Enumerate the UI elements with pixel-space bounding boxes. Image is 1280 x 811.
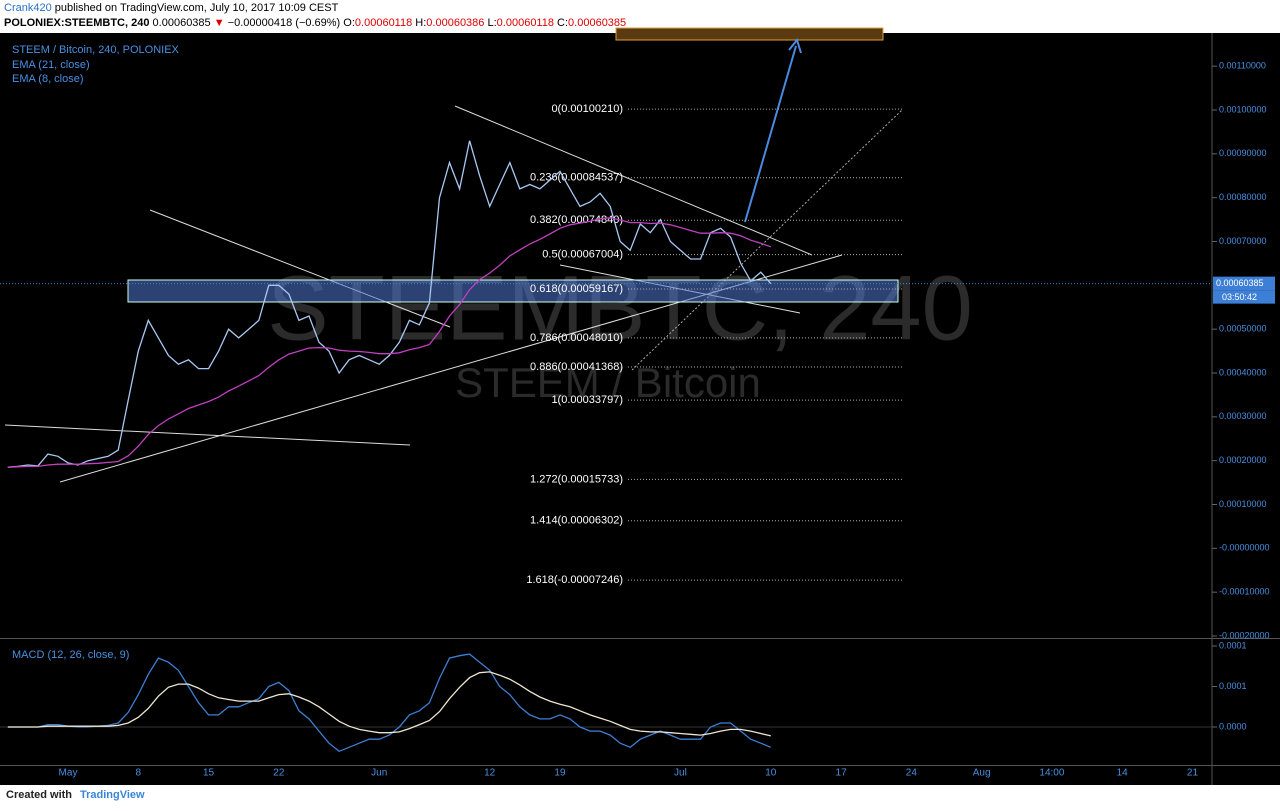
x-tick-label: 21 xyxy=(1187,768,1199,779)
last-price-label: 0.00060385 xyxy=(1216,278,1264,288)
y-tick-label: 0.00040000 xyxy=(1219,367,1267,377)
series-line xyxy=(7,217,772,468)
y-tick-label: 0.00090000 xyxy=(1219,148,1267,158)
target-box xyxy=(615,27,884,41)
x-tick-label: 12 xyxy=(484,768,496,779)
header: Crank420 published on TradingView.com, J… xyxy=(4,1,626,31)
y-tick-label: -0.00000000 xyxy=(1219,543,1270,553)
ohlc-value: 0.00060118 xyxy=(496,17,554,29)
fib-label: 0.886(0.00041368) xyxy=(530,361,623,373)
chart-title: STEEM / Bitcoin, 240, POLONIEX xyxy=(12,44,180,56)
arrow xyxy=(744,45,797,223)
fib-label: 0.786(0.00048010) xyxy=(530,332,623,344)
x-tick-label: 17 xyxy=(836,768,848,779)
ohlc-value: 0.00060118 xyxy=(354,17,413,29)
x-tick-label: 14:00 xyxy=(1039,768,1064,779)
ohlc-label: O: xyxy=(343,17,355,29)
background xyxy=(0,33,1280,785)
fib-label: 1.272(0.00015733) xyxy=(530,473,623,485)
brand[interactable]: TradingView xyxy=(80,789,145,801)
ohlc-value: 0.00060385 xyxy=(568,17,627,29)
x-tick-label: 14 xyxy=(1117,768,1129,779)
x-tick-label: 8 xyxy=(135,768,141,779)
ohlc-value: 0.00060386 xyxy=(426,17,485,29)
trendline xyxy=(4,424,411,446)
fib-label: 0.618(0.00059167) xyxy=(530,283,623,295)
change-arrow: ▼ xyxy=(213,17,225,29)
y-tick-label: 0.0000 xyxy=(1219,721,1247,731)
fib-label: 1.618(-0.00007246) xyxy=(526,574,623,586)
support-zone xyxy=(127,279,899,303)
series-line xyxy=(7,671,771,737)
created-with: Created with xyxy=(6,789,73,801)
fib-label: 0(0.00100210) xyxy=(551,103,623,115)
footer: Created with TradingView xyxy=(6,789,145,801)
y-tick-label: 0.00110000 xyxy=(1219,61,1266,71)
publish-line: Crank420 published on TradingView.com, J… xyxy=(4,1,626,16)
y-tick-label: -0.00020000 xyxy=(1219,630,1270,640)
y-tick-label: 0.0001 xyxy=(1219,681,1247,691)
y-tick-label: 0.00030000 xyxy=(1219,411,1267,421)
fib-label: 0.236(0.00084537) xyxy=(530,172,623,184)
trendline xyxy=(454,105,813,256)
x-tick-label: May xyxy=(59,768,78,779)
last-price-box xyxy=(1213,276,1275,291)
x-tick-label: 19 xyxy=(554,768,566,779)
y-tick-label: 0.00010000 xyxy=(1219,499,1267,509)
quote-line: POLONIEX:STEEMBTC, 240 0.00060385 ▼ −0.0… xyxy=(4,16,626,31)
published: published on TradingView.com, July 10, 2… xyxy=(54,2,339,14)
series-line xyxy=(7,140,772,468)
x-tick-label: Jul xyxy=(674,768,687,779)
series-line xyxy=(7,653,772,753)
author[interactable]: Crank420 xyxy=(4,2,52,14)
arrow-head xyxy=(788,37,802,54)
y-tick-label: 0.00020000 xyxy=(1219,455,1267,465)
y-tick-label: 0.00080000 xyxy=(1219,192,1267,202)
x-tick-label: Aug xyxy=(973,768,991,779)
indicator-label: EMA (21, close) xyxy=(12,59,90,71)
fib-label: 0.5(0.00067004) xyxy=(542,249,623,261)
y-tick-label: 0.00100000 xyxy=(1219,104,1267,114)
change: −0.00000418 (−0.69%) xyxy=(227,17,341,29)
watermark: STEEMBTC, 240 xyxy=(267,257,973,359)
countdown-label: 03:50:42 xyxy=(1222,292,1257,302)
y-tick-label: 0.00050000 xyxy=(1219,324,1267,334)
pane-title: MACD (12, 26, close, 9) xyxy=(12,649,129,661)
x-tick-label: 15 xyxy=(203,768,215,779)
fib-label: 0.382(0.00074840) xyxy=(530,214,623,226)
y-tick-label: 0.00070000 xyxy=(1219,236,1267,246)
ohlc-label: C: xyxy=(557,17,569,29)
fib-baseline xyxy=(631,109,903,371)
symbol: POLONIEX:STEEMBTC, 240 xyxy=(4,17,150,29)
ohlc-label: L: xyxy=(487,17,497,29)
x-tick-label: 10 xyxy=(765,768,777,779)
ohlc-label: H: xyxy=(415,17,427,29)
y-tick-label: 0.0001 xyxy=(1219,640,1247,650)
fib-label: 1.414(0.00006302) xyxy=(530,515,623,527)
indicator-label: EMA (8, close) xyxy=(12,73,84,85)
y-tick-label: -0.00010000 xyxy=(1219,587,1270,597)
price: 0.00060385 xyxy=(152,17,211,29)
trendline xyxy=(149,209,451,328)
x-tick-label: Jun xyxy=(371,768,387,779)
countdown-box xyxy=(1213,290,1275,304)
x-tick-label: 22 xyxy=(273,768,285,779)
x-tick-label: 24 xyxy=(906,768,918,779)
ohlc: O:0.00060118 H:0.00060386 L:0.00060118 C… xyxy=(343,17,626,29)
fib-label: 1(0.00033797) xyxy=(551,394,623,406)
